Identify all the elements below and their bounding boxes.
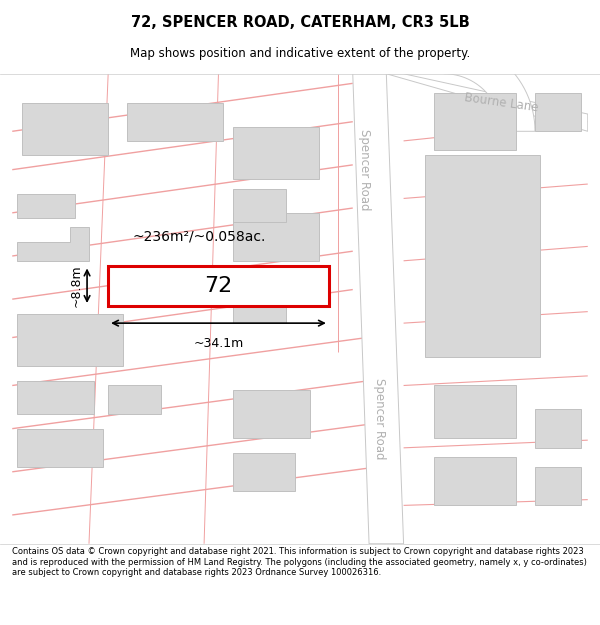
Bar: [535, 93, 581, 131]
Bar: [17, 194, 74, 218]
Text: Spencer Road: Spencer Road: [358, 129, 371, 211]
Polygon shape: [444, 40, 535, 131]
Bar: [233, 289, 286, 323]
Bar: [233, 452, 295, 491]
Bar: [434, 386, 516, 438]
Text: Spencer Road: Spencer Road: [373, 378, 386, 460]
Text: Map shows position and indicative extent of the property.: Map shows position and indicative extent…: [130, 47, 470, 59]
Bar: [17, 381, 94, 414]
Bar: [535, 409, 581, 448]
Text: Bourne Lane: Bourne Lane: [464, 91, 539, 114]
Bar: [434, 458, 516, 506]
Bar: [233, 126, 319, 179]
Text: 72, SPENCER ROAD, CATERHAM, CR3 5LB: 72, SPENCER ROAD, CATERHAM, CR3 5LB: [131, 14, 469, 29]
Bar: [17, 429, 103, 467]
Bar: [108, 266, 329, 306]
Text: ~8.8m: ~8.8m: [69, 264, 82, 307]
Polygon shape: [386, 74, 588, 131]
Text: 72: 72: [205, 276, 233, 296]
Bar: [108, 386, 161, 414]
Bar: [17, 314, 122, 366]
Bar: [233, 189, 286, 222]
Text: ~34.1m: ~34.1m: [193, 337, 244, 349]
Bar: [22, 102, 108, 155]
Polygon shape: [17, 228, 89, 261]
Bar: [127, 102, 223, 141]
Bar: [434, 93, 516, 151]
Text: Contains OS data © Crown copyright and database right 2021. This information is : Contains OS data © Crown copyright and d…: [12, 548, 587, 577]
Bar: [535, 467, 581, 506]
Bar: [233, 213, 319, 261]
Text: ~236m²/~0.058ac.: ~236m²/~0.058ac.: [132, 230, 266, 244]
Bar: [233, 390, 310, 438]
Polygon shape: [353, 74, 404, 544]
Bar: [425, 155, 540, 357]
